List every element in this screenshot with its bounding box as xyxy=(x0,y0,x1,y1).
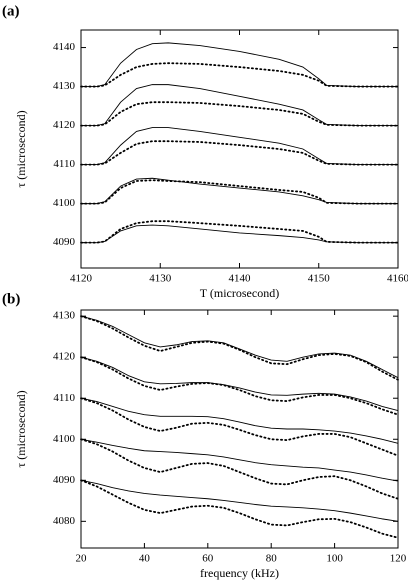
y-tick-label: 4130 xyxy=(53,310,76,322)
x-tick-label: 60 xyxy=(202,553,214,565)
panel-label: (a) xyxy=(2,3,20,19)
x-tick-label: 4150 xyxy=(308,273,331,285)
series-line xyxy=(80,315,399,379)
y-tick-label: 4110 xyxy=(53,158,75,170)
y-tick-label: 4100 xyxy=(53,433,76,445)
series-line xyxy=(80,356,399,416)
x-axis-label: frequency (kHz) xyxy=(200,566,279,580)
series-line xyxy=(80,101,399,127)
x-tick-label: 20 xyxy=(76,553,88,565)
series-line xyxy=(80,220,399,244)
y-axis-label: τ (microsecond) xyxy=(14,110,28,187)
series-line xyxy=(81,127,398,166)
series-line xyxy=(80,438,399,500)
x-tick-label: 40 xyxy=(139,553,151,565)
y-tick-label: 4100 xyxy=(53,197,76,209)
x-tick-label: 80 xyxy=(266,553,278,565)
series-line xyxy=(80,479,399,522)
x-tick-label: 4130 xyxy=(149,273,172,285)
y-tick-label: 4090 xyxy=(53,474,76,486)
series-line xyxy=(80,62,399,88)
y-tick-label: 4120 xyxy=(53,119,76,131)
x-tick-label: 100 xyxy=(326,553,343,565)
series-line xyxy=(81,84,398,127)
series-line xyxy=(80,140,399,166)
x-axis-label: T (microsecond) xyxy=(200,286,279,300)
x-tick-label: 4120 xyxy=(70,273,93,285)
y-axis-label: τ (microsecond) xyxy=(14,390,28,467)
y-tick-label: 4140 xyxy=(53,41,76,53)
y-tick-label: 4130 xyxy=(53,80,76,92)
series-line xyxy=(80,179,399,205)
x-tick-label: 4160 xyxy=(387,273,408,285)
y-tick-label: 4090 xyxy=(53,236,76,248)
y-tick-label: 4110 xyxy=(53,392,75,404)
y-tick-label: 4120 xyxy=(53,351,76,363)
series-line xyxy=(80,397,399,444)
series-line xyxy=(80,438,399,482)
panel-label: (b) xyxy=(2,291,20,307)
series-line xyxy=(80,356,399,411)
x-tick-label: 4140 xyxy=(229,273,252,285)
series-line xyxy=(80,479,399,539)
series-line xyxy=(80,315,399,381)
x-tick-label: 120 xyxy=(390,553,407,565)
series-line xyxy=(81,177,398,205)
series-line xyxy=(81,224,398,244)
y-tick-label: 4080 xyxy=(53,515,76,527)
series-line xyxy=(81,42,398,88)
plot-frame xyxy=(80,309,399,549)
series-line xyxy=(80,397,399,457)
